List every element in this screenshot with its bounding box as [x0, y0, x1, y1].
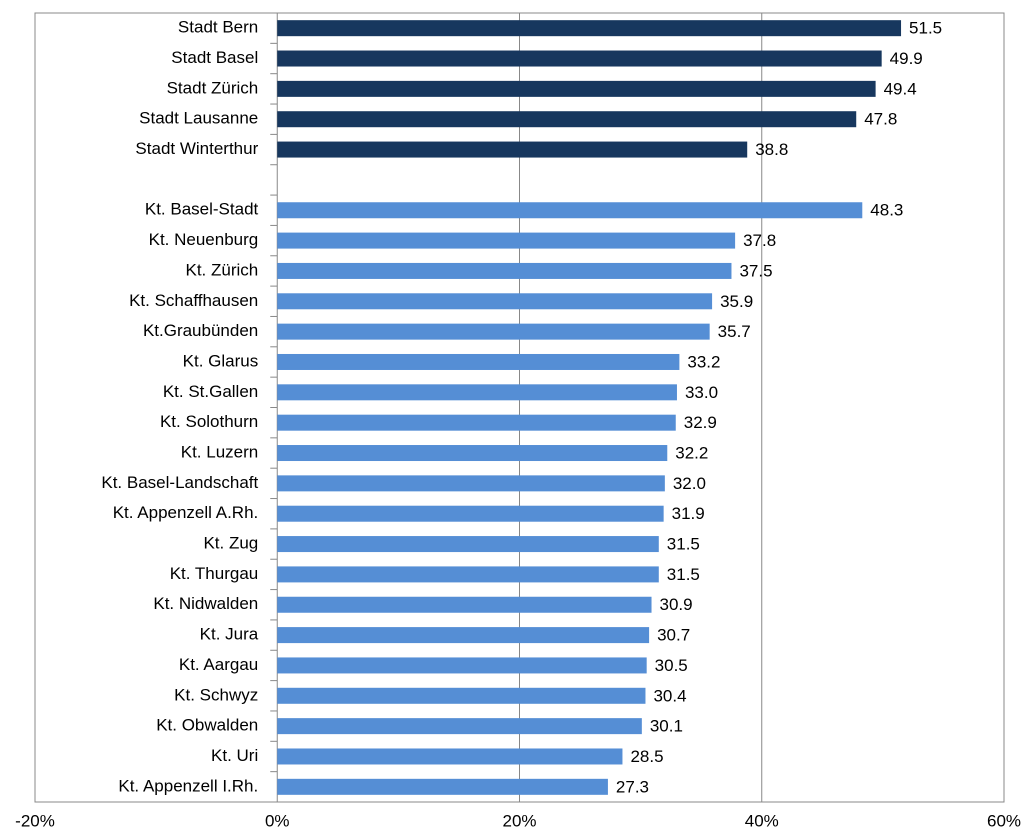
value-label: 32.0 [673, 474, 706, 493]
bar [277, 536, 659, 553]
y-tick-label: Stadt Bern [178, 18, 258, 37]
value-label: 37.5 [739, 261, 772, 280]
bar [277, 748, 623, 765]
y-tick-label: Kt. Basel-Stadt [145, 200, 259, 219]
bar [277, 414, 676, 431]
y-tick-label: Kt. Glarus [183, 351, 259, 370]
value-label: 30.1 [650, 717, 683, 736]
y-tick-label: Kt. Nidwalden [153, 594, 258, 613]
value-label: 31.5 [667, 535, 700, 554]
value-label: 30.9 [660, 595, 693, 614]
value-label: 31.9 [672, 504, 705, 523]
value-label: 30.4 [653, 686, 686, 705]
value-label: 30.5 [655, 656, 688, 675]
bar [277, 566, 659, 583]
bar [277, 20, 902, 37]
y-tick-label: Kt. Uri [211, 746, 258, 765]
bar [277, 262, 732, 279]
y-tick-label: Kt. Solothurn [160, 412, 258, 431]
y-tick-label: Kt. Schaffhausen [129, 291, 258, 310]
value-label: 30.7 [657, 626, 690, 645]
bar [277, 596, 652, 613]
y-tick-label: Kt. Jura [200, 625, 259, 644]
y-tick-label: Kt.Graubünden [143, 321, 258, 340]
value-label: 48.3 [870, 201, 903, 220]
bar [277, 657, 647, 674]
y-tick-label: Kt. Schwyz [174, 685, 258, 704]
y-tick-label: Kt. Aargau [179, 655, 258, 674]
bar [277, 505, 664, 522]
bar [277, 627, 650, 644]
bar [277, 50, 882, 67]
y-tick-label: Kt. Appenzell A.Rh. [113, 503, 259, 522]
bar [277, 778, 608, 795]
y-tick-label: Stadt Zürich [167, 78, 259, 97]
x-tick-label: 20% [502, 811, 536, 830]
x-tick-label: 40% [745, 811, 779, 830]
x-tick-label: 0% [265, 811, 290, 830]
y-tick-label: Kt. Obwalden [156, 716, 258, 735]
y-tick-label: Kt. St.Gallen [163, 382, 258, 401]
value-label: 51.5 [909, 19, 942, 38]
value-label: 32.9 [684, 413, 717, 432]
bar [277, 353, 680, 370]
y-tick-label: Stadt Winterthur [135, 139, 258, 158]
bar [277, 445, 668, 462]
value-label: 35.9 [720, 292, 753, 311]
y-tick-label: Kt. Zürich [186, 260, 259, 279]
bar [277, 293, 713, 310]
bar [277, 323, 710, 340]
y-tick-label: Kt. Neuenburg [149, 230, 259, 249]
value-label: 35.7 [718, 322, 751, 341]
y-tick-label: Stadt Lausanne [139, 109, 258, 128]
x-tick-label: 60% [987, 811, 1021, 830]
bar [277, 141, 748, 158]
y-tick-label: Kt. Luzern [181, 443, 259, 462]
bar [277, 202, 863, 219]
bar [277, 687, 646, 704]
y-tick-label: Kt. Basel-Landschaft [101, 473, 258, 492]
value-label: 33.0 [685, 383, 718, 402]
bar [277, 475, 665, 492]
x-tick-label: -20% [15, 811, 55, 830]
y-tick-label: Kt. Thurgau [170, 564, 259, 583]
bar [277, 232, 736, 249]
value-label: 47.8 [864, 110, 897, 129]
value-label: 31.5 [667, 565, 700, 584]
bar [277, 111, 857, 128]
y-tick-label: Kt. Appenzell I.Rh. [118, 776, 258, 795]
bar [277, 80, 876, 97]
value-label: 32.2 [675, 444, 708, 463]
value-label: 27.3 [616, 777, 649, 796]
value-label: 28.5 [630, 747, 663, 766]
bar [277, 718, 642, 735]
value-label: 49.4 [884, 79, 917, 98]
y-tick-label: Stadt Basel [171, 48, 258, 67]
value-label: 38.8 [755, 140, 788, 159]
y-tick-label: Kt. Zug [203, 534, 258, 553]
bar [277, 384, 677, 401]
value-label: 37.8 [743, 231, 776, 250]
value-label: 49.9 [890, 49, 923, 68]
value-label: 33.2 [687, 352, 720, 371]
